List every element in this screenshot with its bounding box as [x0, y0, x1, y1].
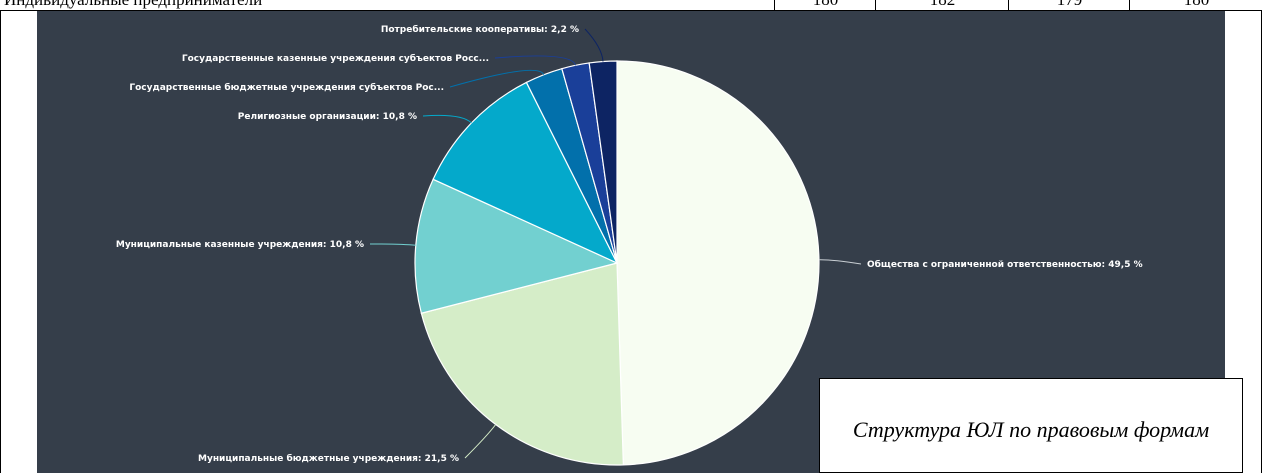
chart-caption-text: Структура ЮЛ по правовым формам — [852, 416, 1210, 442]
pie-slice-label: Муниципальные бюджетные учреждения: 21,5… — [198, 453, 459, 464]
table-cell-value: 182 — [875, 0, 1009, 10]
pie-leader-line — [422, 114, 472, 124]
chart-panel: Общества с ограниченной ответственностью… — [37, 11, 1225, 473]
pie-slices — [414, 60, 820, 466]
pie-slice-label: Религиозные организации: 10,8 % — [238, 112, 417, 122]
pie-slice-label: Общества с ограниченной ответственностью… — [867, 259, 1143, 270]
pie-chart: Общества с ограниченной ответственностью… — [116, 24, 1143, 466]
table-top-row: Индивидуальные предприниматели 180 182 1… — [0, 0, 1262, 11]
table-cell-value: 180 — [1129, 0, 1262, 10]
pie-labels: Общества с ограниченной ответственностью… — [116, 24, 1143, 464]
pie-leader-lines — [369, 28, 862, 459]
pie-leader-line — [449, 69, 545, 88]
pie-slice-label: Потребительские кооперативы: 2,2 % — [381, 24, 579, 35]
table-cell-name: Индивидуальные предприниматели — [0, 0, 774, 10]
pie-slice-label: Государственные бюджетные учреждения суб… — [129, 82, 444, 93]
pie-leader-line — [464, 424, 497, 459]
table-cell-value: 179 — [1008, 0, 1130, 10]
pie-slice[interactable] — [616, 60, 820, 466]
pie-slice-label: Муниципальные казенные учреждения: 10,8 … — [116, 240, 364, 250]
pie-slice-label: Государственные казенные учреждения субъ… — [182, 53, 489, 64]
table-cell-value: 180 — [774, 0, 876, 10]
pie-leader-line — [584, 28, 604, 62]
pie-leader-line — [494, 55, 576, 66]
chart-caption: Структура ЮЛ по правовым формам — [819, 378, 1243, 473]
pie-leader-line — [818, 259, 862, 265]
pie-leader-line — [369, 243, 416, 246]
